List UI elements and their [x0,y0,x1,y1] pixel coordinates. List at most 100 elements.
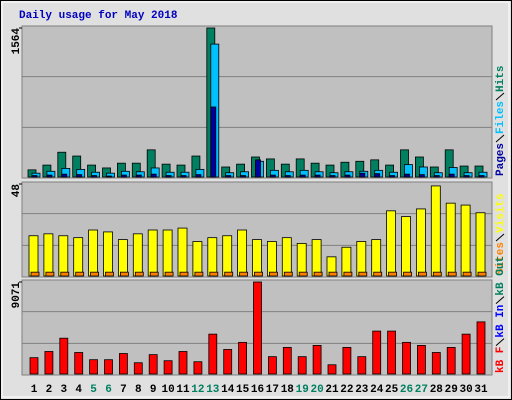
x-tick-label: 29 [445,384,458,396]
bar [73,237,84,277]
legend-label: Files [495,101,507,134]
bar [269,174,276,178]
bar [431,352,441,375]
x-tick-label: 31 [474,384,488,396]
bar [254,271,263,277]
bar [417,271,427,277]
bar [209,271,219,277]
bar [463,175,470,178]
bar [31,175,38,178]
bar [29,357,39,375]
x-tick-label: 20 [310,384,323,396]
x-tick-label: 23 [355,384,369,396]
legend-separator [495,233,505,242]
x-tick-label: 3 [60,384,67,396]
bar [150,173,157,178]
bar [223,349,233,375]
legend-label: kB F [495,347,507,373]
bar [448,173,455,178]
bar [341,246,352,277]
bar [28,235,39,277]
bar [284,175,291,178]
bar [475,212,486,277]
bar [76,174,83,178]
x-tick-label: 4 [75,384,82,396]
x-tick-label: 21 [325,384,339,396]
x-tick-label: 12 [191,384,204,396]
bar [195,174,202,178]
x-tick-label: 26 [400,384,413,396]
bar [415,208,426,277]
bar [237,229,248,277]
bar [238,341,248,375]
bar [433,175,440,178]
legend-label: Visits [495,193,507,233]
bar [59,337,69,375]
bar [207,237,218,277]
bar [43,233,54,277]
x-tick-label: 16 [251,384,264,396]
legend-label: kB Out [495,256,507,296]
bar [404,173,410,178]
x-tick-label: 5 [90,384,97,396]
bar [389,175,396,178]
bar [180,175,187,178]
bar [298,271,308,277]
bar [344,174,351,178]
bar [432,271,442,277]
bar [327,364,337,375]
x-tick-label: 10 [161,384,174,396]
bar [106,175,112,178]
bar [328,271,338,277]
bar [342,347,352,375]
bar [177,227,188,277]
bar [312,344,322,375]
bar [45,271,55,277]
x-tick-label: 6 [105,384,112,396]
bar [194,271,204,277]
bar [447,271,457,277]
legend-separator [495,134,505,143]
bar [105,271,114,277]
bar [253,281,262,375]
bar [296,243,307,277]
legend-separator [495,92,505,101]
bar [282,347,292,375]
bar [418,174,425,178]
bar [281,237,292,277]
bar [387,330,397,375]
bar [178,351,188,375]
bar [476,321,486,375]
y-tick-label: 9071 [11,282,23,309]
bar [30,271,40,277]
x-tick-label: 28 [430,384,444,396]
bar [357,356,367,375]
bar [446,347,456,375]
bar [313,271,323,277]
bar [149,271,159,277]
bar [329,175,336,178]
bar [225,175,232,178]
bar [89,359,98,375]
legend-label: Pages [495,143,507,176]
bar [120,271,129,277]
bar [371,239,382,277]
x-tick-label: 17 [266,384,279,396]
bar [193,361,203,375]
legend-label: Sites [495,242,507,275]
x-tick-label: 27 [415,384,428,396]
bar [147,229,158,277]
x-tick-label: 22 [340,384,353,396]
bar [461,333,471,375]
bar [164,271,174,277]
bar [135,174,142,178]
bar [121,174,127,178]
bar [388,271,398,277]
x-tick-label: 30 [459,384,472,396]
bar [165,175,172,178]
bar [314,174,321,178]
bar [210,106,217,178]
